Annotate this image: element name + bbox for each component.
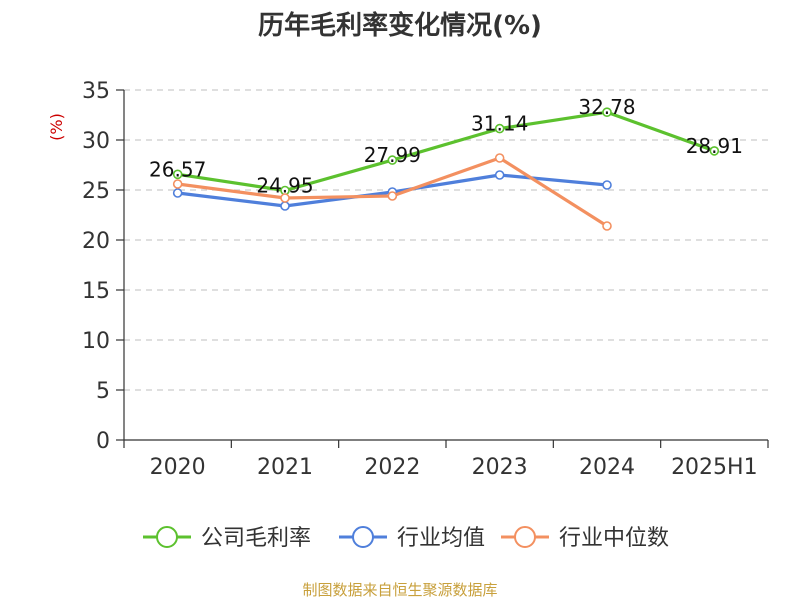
y-tick-label-35: 35 — [82, 79, 110, 104]
chart-title: 历年毛利率变化情况(%) — [258, 10, 542, 41]
series-0-point-2023 — [494, 123, 505, 134]
y-tick-label-0: 0 — [96, 429, 110, 454]
series-0-point-2020 — [172, 169, 183, 180]
legend-marker-1 — [352, 526, 374, 548]
data-label-2022: 27.99 — [364, 143, 421, 167]
x-tick-label-2022: 2022 — [364, 455, 420, 480]
series-2-point-2021 — [280, 193, 290, 203]
axes: 0 5 10 15 20 25 30 35 2020 2021 2022 2023 2024 2025H1 — [82, 79, 769, 480]
series-lines — [172, 107, 720, 231]
y-axis-unit-label: (%) — [47, 113, 66, 141]
series-1-point-2020 — [172, 188, 183, 198]
data-label-2021: 24.95 — [256, 174, 313, 198]
data-label-2020: 26.57 — [149, 157, 206, 181]
x-tick-label-2024: 2024 — [579, 455, 635, 480]
series-0-point-2024 — [602, 107, 612, 117]
y-tick-label-5: 5 — [96, 379, 110, 404]
data-label-2024: 32.78 — [578, 95, 635, 119]
y-tick-label-25: 25 — [82, 179, 110, 204]
y-tick-label-15: 15 — [82, 279, 110, 304]
series-2-point-2023 — [494, 153, 505, 163]
x-tick-label-2025H1: 2025H1 — [671, 455, 758, 480]
legend-label-0: 公司毛利率 — [201, 526, 311, 551]
series-1-point-2023 — [494, 170, 505, 180]
legend-marker-0 — [156, 526, 178, 548]
series-2-point-2022 — [387, 191, 398, 201]
series-0-point-2022 — [387, 155, 398, 165]
y-tick-label-10: 10 — [82, 329, 110, 354]
series-line-0 — [177, 110, 715, 193]
x-tick-label-2023: 2023 — [472, 455, 528, 480]
series-0-point-2025H1 — [709, 146, 720, 156]
y-tick-label-20: 20 — [82, 229, 110, 254]
series-2-point-2024 — [602, 221, 612, 231]
legend: 公司毛利率 行业均值 行业中位数 — [143, 526, 669, 551]
data-label-2025H1: 28.91 — [686, 134, 743, 158]
series-2-point-2020 — [172, 179, 183, 189]
legend-label-1: 行业均值 — [397, 526, 485, 551]
x-tick-label-2020: 2020 — [150, 455, 206, 480]
legend-label-2: 行业中位数 — [559, 526, 669, 551]
y-tick-label-30: 30 — [82, 129, 110, 154]
grid-lines — [124, 89, 768, 391]
x-tick-label-2021: 2021 — [257, 455, 313, 480]
series-1-point-2024 — [602, 180, 612, 190]
data-labels: 26.57 24.95 27.99 31.14 32.78 28.91 — [149, 95, 743, 197]
data-label-2023: 31.14 — [471, 112, 528, 136]
series-1-point-2021 — [280, 201, 290, 211]
legend-marker-2 — [514, 526, 536, 548]
data-source-note: 制图数据来自恒生聚源数据库 — [302, 581, 497, 599]
